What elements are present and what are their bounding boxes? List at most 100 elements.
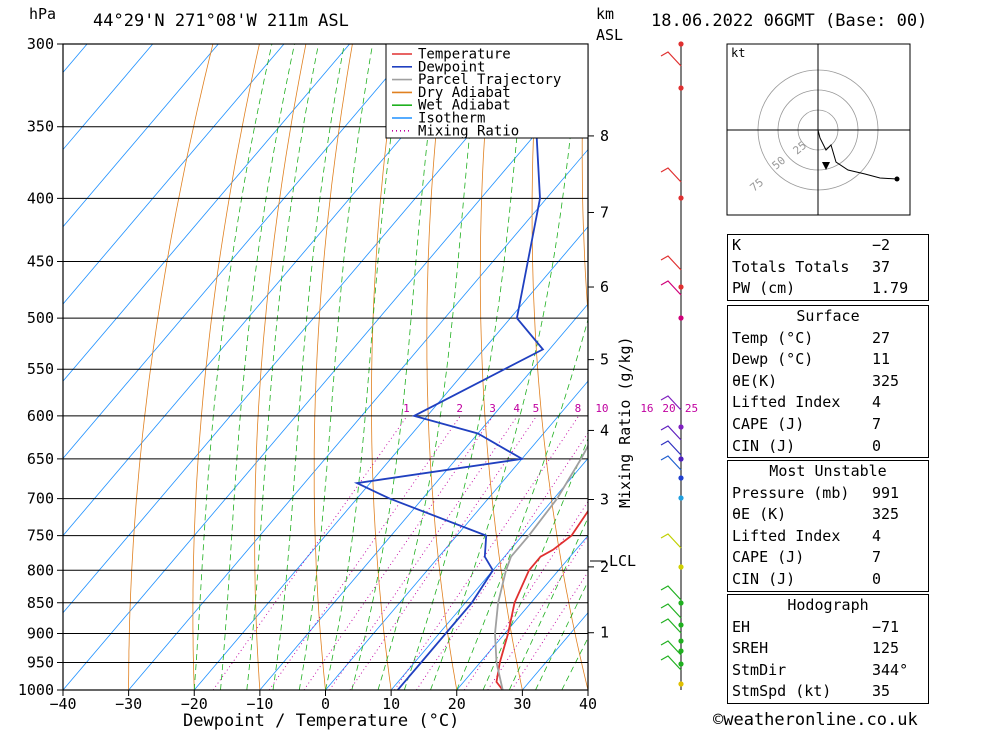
- legend-entry: Mixing Ratio: [418, 123, 519, 139]
- surface-row: CAPE (J) 7: [728, 414, 928, 436]
- x-axis-label: Dewpoint / Temperature (°C): [183, 711, 459, 731]
- isotherm-line: [63, 44, 219, 228]
- hodo-row: EH −71: [728, 617, 928, 639]
- wind-level-marker: [678, 638, 684, 644]
- mu-label: Lifted Index: [732, 526, 841, 545]
- mu-value: 0: [872, 569, 882, 588]
- mu-label: Pressure (mb): [732, 483, 850, 502]
- pressure-tick-label: 500: [27, 309, 54, 327]
- wind-level-marker: [678, 284, 684, 290]
- wet-adiabat-line: [508, 516, 588, 690]
- series-line-temperature: [495, 509, 588, 690]
- surface-label: CAPE (J): [732, 414, 805, 433]
- surface-row: Lifted Index 4: [728, 392, 928, 414]
- wet-adiabat-line: [351, 44, 440, 690]
- height-km-label: 7: [600, 203, 609, 221]
- dry-adiabat-line: [128, 44, 214, 690]
- isotherm-line: [325, 380, 588, 690]
- height-km-label: 2: [600, 558, 609, 576]
- pressure-tick-label: 1000: [18, 681, 54, 699]
- mixing-ratio-axis-label: Mixing Ratio (g/kg): [616, 336, 634, 508]
- height-km-label: 4: [600, 421, 609, 439]
- dry-adiabat-line: [581, 44, 588, 319]
- mixing-ratio-label: 3: [489, 402, 496, 415]
- hodograph-end-point: [894, 176, 900, 182]
- isotherm-line: [259, 303, 588, 690]
- surface-label: θE(K): [732, 371, 778, 390]
- mu-value: 991: [872, 483, 900, 502]
- legend-entry: Dry Adiabat: [418, 85, 511, 101]
- mixing-ratio-label: 1: [403, 402, 410, 415]
- hodo-value: 35: [872, 682, 891, 701]
- general-indices-box: K −2 Totals Totals 37 PW (cm) 1.79: [727, 234, 929, 301]
- surface-value: 11: [872, 350, 891, 369]
- hodo-label: SREH: [732, 639, 769, 658]
- wet-adiabat-line: [535, 580, 588, 690]
- height-km-label: 1: [600, 624, 609, 642]
- general-row: K −2: [728, 235, 928, 257]
- wind-level-marker: [678, 85, 684, 91]
- hodo-label: EH: [732, 617, 751, 636]
- mixing-ratio-line: [511, 571, 588, 690]
- general-value: 1.79: [872, 279, 909, 298]
- height-km-label: 8: [600, 127, 609, 145]
- temperature-tick-label: −30: [115, 695, 142, 713]
- mu-label: CIN (J): [732, 569, 796, 588]
- surface-row: θE(K) 325: [728, 371, 928, 393]
- wind-level-marker: [678, 661, 684, 667]
- temperature-tick-label: 30: [513, 695, 531, 713]
- wind-barb: [660, 455, 682, 471]
- general-value: 37: [872, 257, 891, 276]
- temperature-tick-label: −20: [181, 695, 208, 713]
- dry-adiabat-line: [957, 44, 1000, 690]
- surface-label: CIN (J): [732, 436, 796, 455]
- most-unstable-box: Most Unstable Pressure (mb) 991 θE (K) 325 L…: [727, 460, 929, 592]
- wind-level-marker: [678, 622, 684, 628]
- temperature-tick-label: 0: [321, 695, 330, 713]
- surface-title: Surface: [796, 307, 860, 325]
- hodograph-title: Hodograph: [787, 596, 869, 614]
- pressure-tick-label: 450: [27, 253, 54, 271]
- wind-level-marker: [678, 495, 684, 501]
- mu-row: CAPE (J) 7: [728, 547, 928, 569]
- pressure-tick-label: 900: [27, 624, 54, 642]
- pressure-tick-label: 600: [27, 407, 54, 425]
- pressure-tick-label: 350: [27, 118, 54, 136]
- wind-level-marker: [678, 600, 684, 606]
- isotherm-line: [63, 44, 350, 382]
- temperature-tick-label: 10: [382, 695, 400, 713]
- isotherm-line: [63, 44, 547, 614]
- mixing-ratio-label: 8: [575, 402, 582, 415]
- mu-value: 4: [872, 526, 882, 545]
- pressure-tick-label: 300: [27, 35, 54, 53]
- mixing-ratio-line: [394, 415, 580, 690]
- wind-barb: [660, 603, 682, 619]
- legend-entry: Temperature: [418, 47, 511, 63]
- wind-barb-column: [660, 41, 684, 690]
- height-km-label: 3: [600, 490, 609, 508]
- isotherm-line: [63, 71, 588, 690]
- legend-entry: Parcel Trajectory: [418, 72, 561, 88]
- mu-row: Pressure (mb) 991: [728, 483, 928, 505]
- mixing-ratio-labels: 1 2 3 4 5 8 10 16 20 25: [403, 402, 698, 415]
- pressure-tick-label: 750: [27, 527, 54, 545]
- wind-barb: [660, 167, 682, 183]
- pressure-tick-labels: 300 350 400 450 500 550 600 650 700 750 800 850 900 9…: [18, 35, 54, 699]
- temperature-tick-labels: −40 −30 −20 −10 0 10 20 30 40: [49, 690, 597, 713]
- pressure-tick-label: 550: [27, 360, 54, 378]
- wind-barb: [660, 533, 682, 549]
- credit-label: ©weatheronline.co.uk: [713, 710, 918, 730]
- mixing-ratio-line: [329, 415, 518, 690]
- wind-level-marker: [678, 681, 684, 687]
- surface-box: Surface Temp (°C) 27 Dewp (°C) 11 θE(K) 325 Li…: [727, 305, 929, 459]
- wind-barb: [660, 395, 682, 411]
- wet-adiabat-line: [430, 44, 581, 690]
- pressure-tick-label: 650: [27, 450, 54, 468]
- height-km-label: 6: [600, 278, 609, 296]
- wind-barb: [660, 440, 682, 456]
- isotherm-line: [193, 226, 588, 690]
- lcl-label: LCL: [609, 552, 636, 570]
- temperature-tick-label: 40: [579, 695, 597, 713]
- surface-label: Lifted Index: [732, 393, 841, 412]
